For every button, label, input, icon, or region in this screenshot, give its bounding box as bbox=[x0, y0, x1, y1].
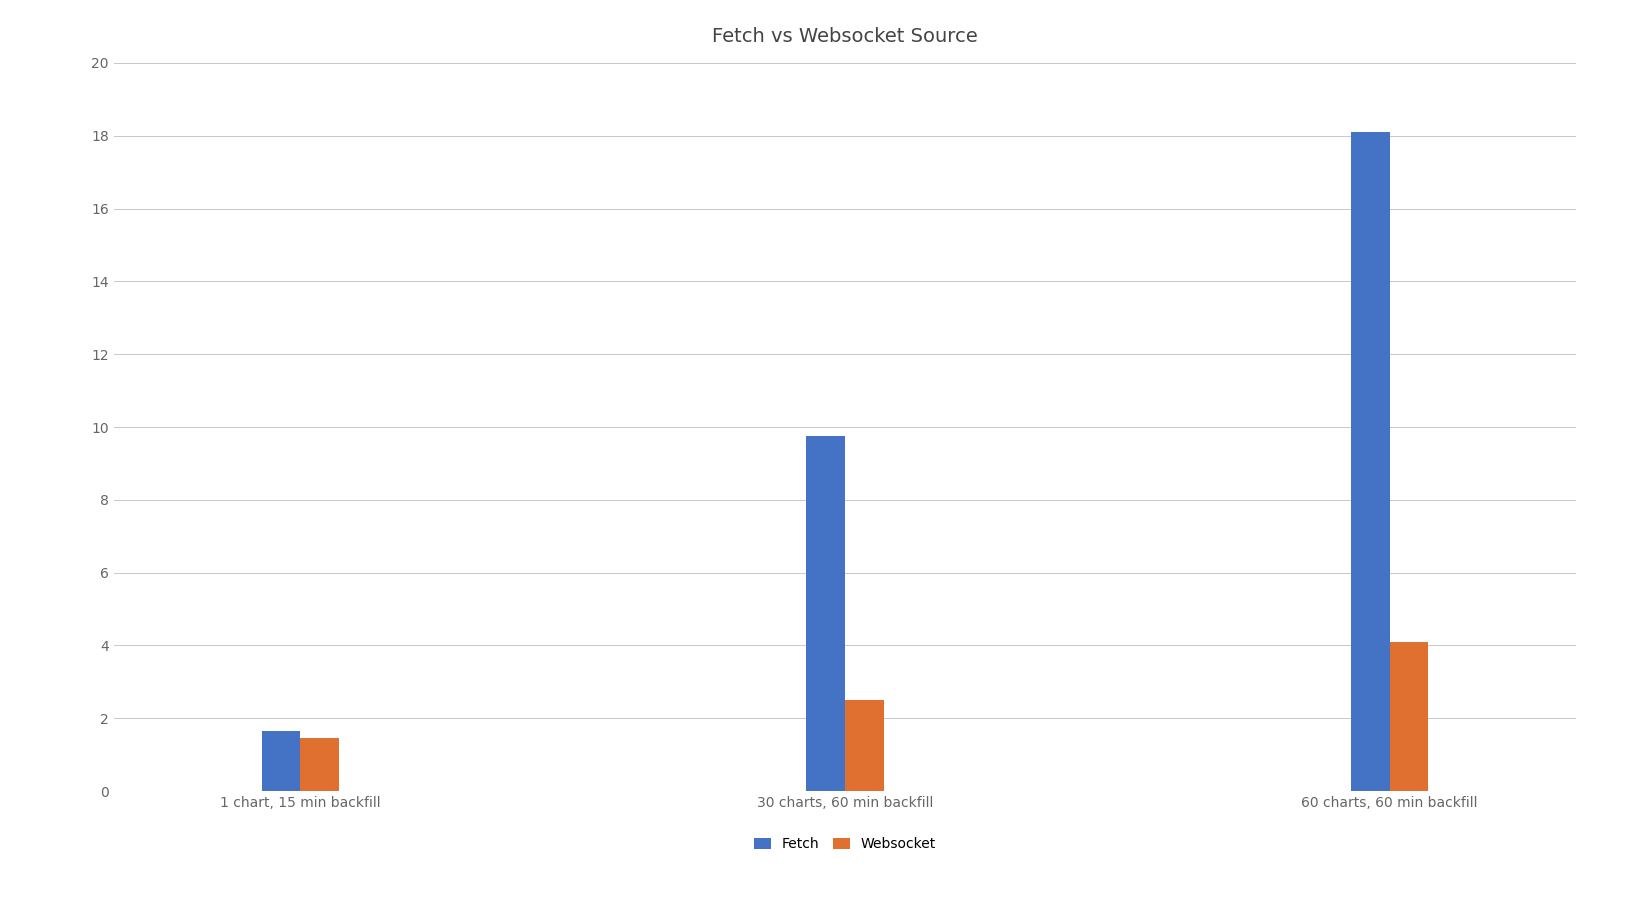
Bar bbox=[1350, 132, 1389, 791]
Bar bbox=[806, 436, 845, 791]
Title: Fetch vs Websocket Source: Fetch vs Websocket Source bbox=[712, 27, 978, 46]
Bar bbox=[1389, 642, 1428, 791]
Bar bbox=[301, 738, 340, 791]
Legend: Fetch, Websocket: Fetch, Websocket bbox=[748, 832, 942, 857]
Bar bbox=[845, 700, 884, 791]
Bar bbox=[262, 731, 301, 791]
